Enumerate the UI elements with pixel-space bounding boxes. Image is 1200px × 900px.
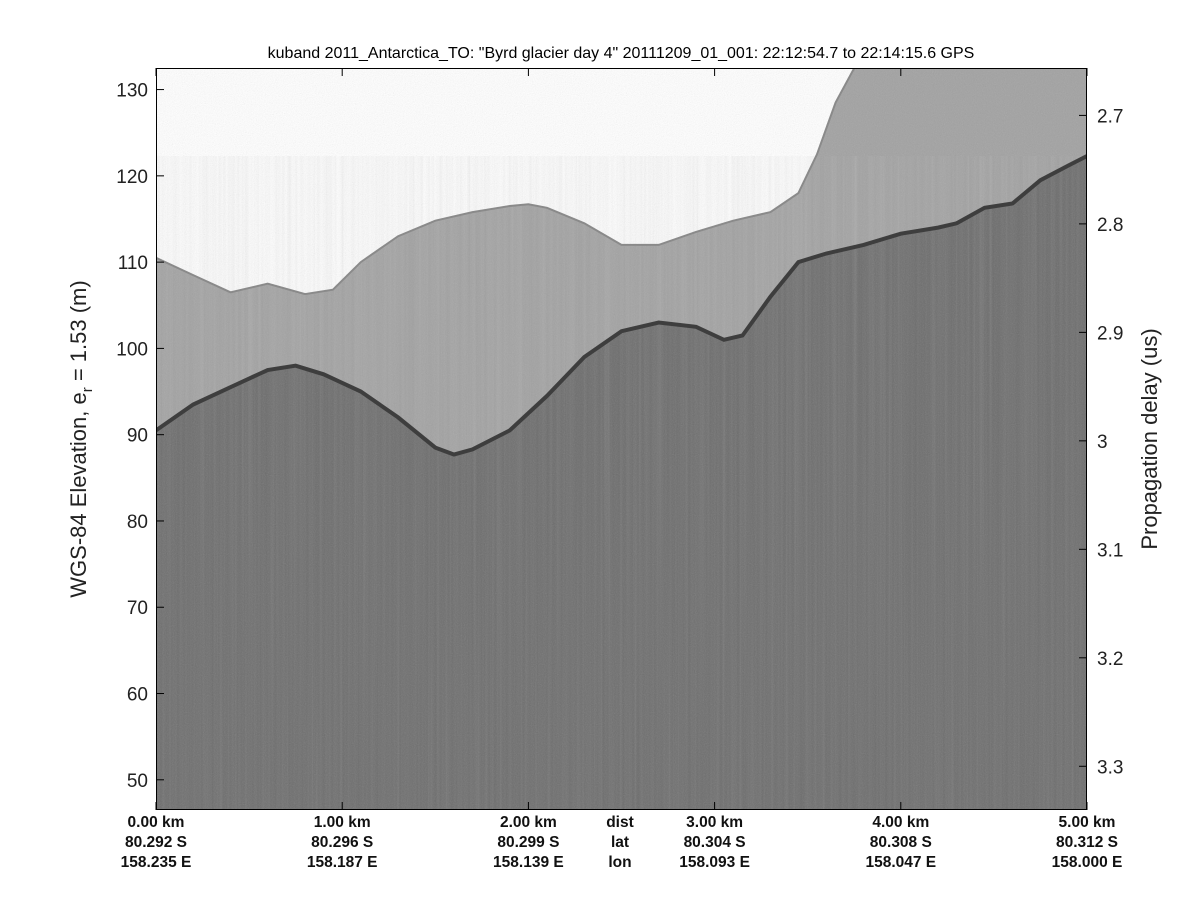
y-tick-label: 50: [127, 771, 148, 792]
right-y-tick-label: 2.8: [1097, 215, 1123, 236]
x-tick-label-lat: 80.312 S: [1056, 834, 1118, 851]
plot-area: [156, 68, 1087, 810]
x-tick-label-dist: 1.00 km: [314, 814, 371, 831]
y-tick-label: 70: [127, 598, 148, 619]
y-tick-label: 120: [116, 167, 148, 188]
x-tick-label-lat: 80.292 S: [125, 834, 187, 851]
x-tick-label-dist: 3.00 km: [686, 814, 743, 831]
bed-echo-line: [156, 154, 1087, 457]
row-label-dist: dist: [606, 814, 634, 831]
y-axis-label-subscript: r: [79, 387, 96, 392]
x-tick-label-lon: 158.093 E: [679, 854, 750, 871]
y-axis-label-rest: = 1.53 (m): [66, 280, 91, 387]
y-tick-label: 100: [116, 339, 148, 360]
right-y-tick-label: 3.3: [1097, 757, 1123, 778]
x-tick-label-dist: 0.00 km: [128, 814, 185, 831]
plot-frame: [156, 68, 1087, 810]
right-y-tick-label: 3: [1097, 432, 1108, 453]
x-tick-label-dist: 5.00 km: [1059, 814, 1116, 831]
x-tick-label-lon: 158.000 E: [1052, 854, 1123, 871]
x-ticks: 0.00 km 80.292 S 158.235 E 1.00 km 80.296 S 1…: [121, 68, 1123, 871]
bed-layer-noise: [156, 156, 1087, 810]
x-tick-label-lat: 80.304 S: [684, 834, 746, 851]
y-tick-label: 80: [127, 512, 148, 533]
y-axis-label-main: WGS-84 Elevation, e: [66, 392, 91, 597]
y-axis-label: WGS-84 Elevation, er = 1.53 (m): [66, 280, 96, 597]
right-y-ticks: 2.7 2.8 2.9 3 3.1 3.2 3.3: [1079, 106, 1123, 778]
right-y-tick-label: 3.2: [1097, 649, 1123, 670]
y-tick-label: 130: [116, 81, 148, 102]
x-tick-label-lon: 158.139 E: [493, 854, 564, 871]
x-tick-label-lat: 80.299 S: [497, 834, 559, 851]
right-y-axis-label: Propagation delay (us): [1137, 328, 1162, 549]
x-tick-label-lon: 158.187 E: [307, 854, 378, 871]
y-tick-label: 90: [127, 426, 148, 447]
chart-title: kuband 2011_Antarctica_TO: "Byrd glacier…: [268, 45, 975, 62]
x-tick-label-lat: 80.296 S: [311, 834, 373, 851]
x-tick-label-lon: 158.047 E: [865, 854, 936, 871]
right-y-tick-label: 3.1: [1097, 540, 1123, 561]
x-tick-label-lat: 80.308 S: [870, 834, 932, 851]
x-tick-label-lon: 158.235 E: [121, 854, 192, 871]
y-tick-label: 110: [118, 253, 148, 274]
x-tick-label-dist: 2.00 km: [500, 814, 557, 831]
surface-echo-line: [156, 68, 1087, 296]
y-tick-label: 60: [127, 685, 148, 706]
x-tick-label-dist: 4.00 km: [872, 814, 929, 831]
left-y-ticks: 50 60 70 80 90 100 110 120 130: [116, 81, 164, 792]
right-y-tick-label: 2.9: [1097, 323, 1123, 344]
row-label-lat: lat: [611, 834, 629, 851]
right-y-tick-label: 2.7: [1097, 106, 1123, 127]
row-label-lon: lon: [608, 854, 631, 871]
